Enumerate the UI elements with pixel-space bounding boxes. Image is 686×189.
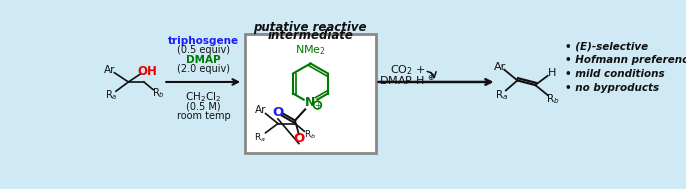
Text: Ar: Ar <box>493 62 506 72</box>
Text: CO$_2$ +: CO$_2$ + <box>390 64 425 77</box>
Text: Ar: Ar <box>104 65 115 75</box>
Text: Ar: Ar <box>255 105 267 115</box>
Text: (2.0 equiv): (2.0 equiv) <box>177 64 230 74</box>
Text: R$_a$: R$_a$ <box>495 88 508 102</box>
Text: room temp: room temp <box>177 111 230 121</box>
Text: R$_a$: R$_a$ <box>105 88 117 102</box>
Text: • (E)-selective: • (E)-selective <box>565 42 648 52</box>
Text: intermediate: intermediate <box>267 29 353 42</box>
Text: CH$_2$Cl$_2$: CH$_2$Cl$_2$ <box>185 91 222 104</box>
Text: R$_b$: R$_b$ <box>545 92 559 106</box>
Text: NMe$_2$: NMe$_2$ <box>295 43 326 57</box>
Text: putative reactive: putative reactive <box>253 21 367 34</box>
Text: +: + <box>314 101 321 110</box>
Text: triphosgene: triphosgene <box>168 36 239 46</box>
Text: R$_b$: R$_b$ <box>305 128 316 141</box>
Circle shape <box>305 97 317 110</box>
Text: (0.5 equiv): (0.5 equiv) <box>177 45 230 55</box>
Text: R$_b$: R$_b$ <box>152 86 165 100</box>
Text: DMAP-H $^{\oplus}$: DMAP-H $^{\oplus}$ <box>379 74 436 87</box>
Text: • Hofmann preference: • Hofmann preference <box>565 55 686 65</box>
Text: DMAP: DMAP <box>186 55 221 65</box>
Text: H: H <box>548 68 556 78</box>
Text: O: O <box>272 105 284 119</box>
Text: • mild conditions: • mild conditions <box>565 69 664 79</box>
Text: • no byproducts: • no byproducts <box>565 83 659 93</box>
Text: N: N <box>305 96 316 109</box>
Bar <box>245 34 376 153</box>
Text: O: O <box>293 132 305 146</box>
Text: OH: OH <box>138 65 158 78</box>
Text: (0.5 M): (0.5 M) <box>186 102 221 112</box>
Text: R$_a$: R$_a$ <box>255 131 266 144</box>
